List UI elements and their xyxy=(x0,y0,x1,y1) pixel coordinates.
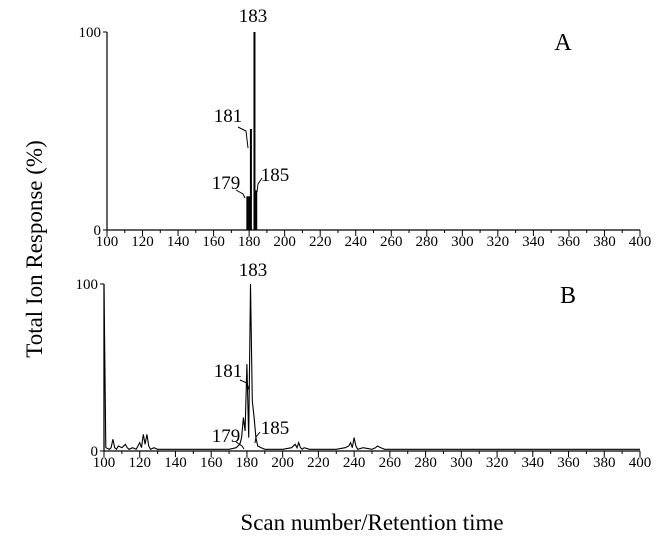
panel-a-leader-181 xyxy=(237,126,249,149)
panel-b-x-tick-label: 400 xyxy=(629,455,652,471)
panel-a-x-tick-label: 360 xyxy=(558,234,581,250)
panel-b-x-tick-label: 140 xyxy=(164,455,187,471)
panel-b-x-tick-label: 120 xyxy=(128,455,151,471)
panel-a-leader-179 xyxy=(235,189,246,199)
panel-a-peak-label-179: 179 xyxy=(212,173,241,194)
panel-a-x-tick-label: 380 xyxy=(593,234,616,250)
panel-b-peak-label-185: 185 xyxy=(261,418,290,439)
panel-a-x-tick-label: 160 xyxy=(202,234,225,250)
panel-a-x-tick-label: 280 xyxy=(416,234,439,250)
panel-b-x-tick-label: 240 xyxy=(343,455,366,471)
panel-a-x-tick-label: 340 xyxy=(522,234,545,250)
panel-b-x-tick-label: 380 xyxy=(593,455,616,471)
panel-b-x-tick-label: 220 xyxy=(307,455,330,471)
panel-a-peak-label-185: 185 xyxy=(261,165,290,186)
panel-b-x-tick-label: 280 xyxy=(414,455,437,471)
panel-b-x-tick-label: 360 xyxy=(557,455,580,471)
x-axis-title: Scan number/Retention time xyxy=(240,510,503,535)
panel-b-peak-label-181: 181 xyxy=(214,361,243,382)
panel-a-x-tick-label: 400 xyxy=(629,234,652,250)
y-axis-title: Total Ion Response (%) xyxy=(22,140,47,357)
panel-a-x-tick-label: 200 xyxy=(273,234,296,250)
panel-b-x-tick-label: 100 xyxy=(93,455,116,471)
panel-b-x-tick-label: 160 xyxy=(200,455,223,471)
panel-label-b: B xyxy=(560,283,576,309)
panel-b-leader-181 xyxy=(239,379,250,391)
panel-a-peak-label-181: 181 xyxy=(214,106,243,127)
panel-a-y-tick-label: 0 xyxy=(94,223,102,239)
panel-a-leader-185 xyxy=(256,177,263,193)
panel-b-x-tick-label: 200 xyxy=(271,455,294,471)
panel-a-x-tick-label: 240 xyxy=(344,234,367,250)
panel-a-y-tick-label: 100 xyxy=(79,25,102,41)
panel-a-x-tick-label: 260 xyxy=(380,234,403,250)
panel-b-y-tick-label: 100 xyxy=(76,277,99,293)
panel-a-x-tick-label: 180 xyxy=(238,234,261,250)
panel-b-leader-185 xyxy=(254,431,261,444)
panel-label-a: A xyxy=(554,30,572,56)
panel-a-peak-label-183: 183 xyxy=(239,6,268,27)
panel-b-y-tick-label: 0 xyxy=(91,444,99,460)
panel-b-x-tick-label: 260 xyxy=(379,455,402,471)
panel-b-trace xyxy=(103,283,640,451)
panel-b-peak-label-183: 183 xyxy=(239,260,268,281)
panel-b-x-tick-label: 300 xyxy=(450,455,473,471)
panel-a-x-tick-label: 100 xyxy=(96,234,119,250)
panel-a-x-tick-label: 120 xyxy=(131,234,154,250)
panel-a-x-tick-label: 300 xyxy=(451,234,474,250)
panel-b-x-tick-label: 340 xyxy=(522,455,545,471)
panel-b-x-tick-label: 320 xyxy=(486,455,509,471)
panel-b-leader-179 xyxy=(235,441,245,450)
panel-a-x-tick-label: 140 xyxy=(167,234,190,250)
panel-a-x-tick-label: 320 xyxy=(487,234,510,250)
panel-b-x-tick-label: 180 xyxy=(236,455,259,471)
panel-b-peak-label-179: 179 xyxy=(212,426,241,447)
panel-a-x-tick-label: 220 xyxy=(309,234,332,250)
